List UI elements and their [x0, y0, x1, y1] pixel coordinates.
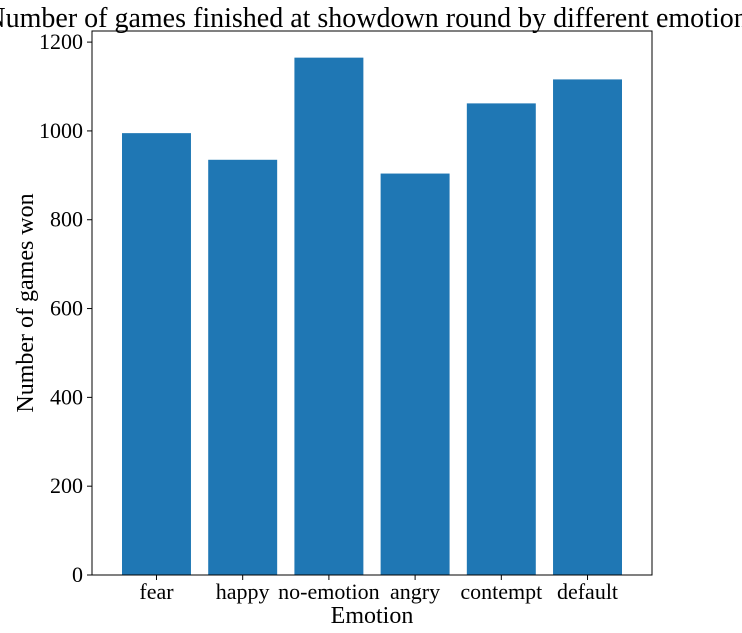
- x-tick-label: fear: [139, 579, 174, 604]
- x-tick-label: angry: [390, 579, 440, 604]
- x-tick-label: contempt: [460, 579, 542, 604]
- bar-contempt: [466, 103, 536, 575]
- x-tick-label: default: [557, 579, 618, 604]
- x-axis-label: Emotion: [331, 603, 414, 629]
- y-tick-label: 600: [50, 296, 83, 321]
- y-axis-label: Number of games won: [13, 193, 39, 412]
- x-tick-label: no-emotion: [278, 579, 379, 604]
- chart-title: Number of games finished at showdown rou…: [0, 3, 742, 34]
- plot-area-frame: [91, 30, 653, 576]
- y-axis: 0 200 400 600 800 1000 1200: [39, 29, 92, 587]
- bar-angry: [380, 173, 450, 575]
- bars-group: [122, 57, 622, 575]
- y-tick-label: 800: [50, 207, 83, 232]
- x-axis: fear happy no-emotion angry contempt default: [139, 575, 618, 604]
- x-tick-label: happy: [216, 579, 270, 604]
- y-tick-label: 0: [72, 562, 83, 587]
- bar-happy: [208, 159, 278, 575]
- bar-default: [553, 79, 622, 575]
- y-tick-label: 200: [50, 473, 83, 498]
- y-tick-label: 400: [50, 384, 83, 409]
- bar-no-emotion: [294, 57, 364, 575]
- y-tick-label: 1200: [39, 29, 83, 54]
- bar-fear: [122, 133, 191, 575]
- y-tick-label: 1000: [39, 118, 83, 143]
